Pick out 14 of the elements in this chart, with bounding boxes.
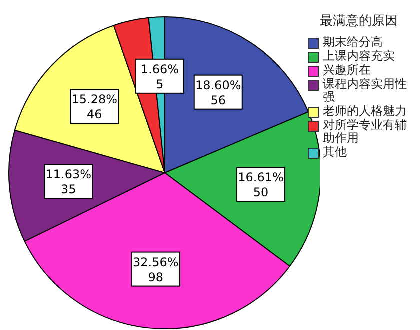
data-label: 16.61% 50 [238,170,284,200]
legend-label: 课程内容实用性强 [323,77,408,104]
data-label: 11.63% 35 [46,168,92,197]
legend-label: 期末给分高 [323,35,383,49]
legend-label: 老师的人格魅力 [323,104,407,118]
data-label: 32.56% 98 [133,255,179,284]
data-label: 15.28% 46 [72,92,118,122]
legend-label: 兴趣所在 [323,63,371,77]
legend-title: 最满意的原因 [320,13,399,30]
data-label: 18.60% 56 [195,78,242,108]
legend-label: 上课内容充实 [323,49,395,63]
data-label: 1.66% 5 [140,62,180,92]
legend-label: 其他 [323,145,347,159]
legend-label: 对所学专业有辅助作用 [323,118,408,145]
